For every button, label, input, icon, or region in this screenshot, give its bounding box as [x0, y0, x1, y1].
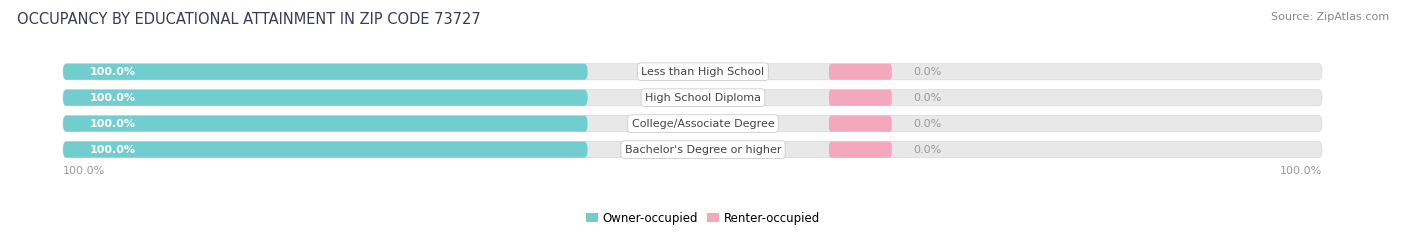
Text: 0.0%: 0.0%: [912, 93, 941, 103]
Text: 0.0%: 0.0%: [912, 145, 941, 155]
Text: 100.0%: 100.0%: [90, 145, 135, 155]
Text: 100.0%: 100.0%: [90, 93, 135, 103]
Text: 0.0%: 0.0%: [912, 67, 941, 77]
Text: College/Associate Degree: College/Associate Degree: [631, 119, 775, 129]
FancyBboxPatch shape: [63, 142, 1322, 158]
Text: Bachelor's Degree or higher: Bachelor's Degree or higher: [624, 145, 782, 155]
FancyBboxPatch shape: [63, 64, 1322, 80]
Text: Source: ZipAtlas.com: Source: ZipAtlas.com: [1271, 12, 1389, 22]
FancyBboxPatch shape: [830, 90, 891, 106]
FancyBboxPatch shape: [63, 116, 588, 132]
FancyBboxPatch shape: [830, 142, 891, 158]
FancyBboxPatch shape: [63, 142, 588, 158]
Text: 100.0%: 100.0%: [90, 67, 135, 77]
FancyBboxPatch shape: [63, 90, 588, 106]
Text: 100.0%: 100.0%: [90, 119, 135, 129]
Text: OCCUPANCY BY EDUCATIONAL ATTAINMENT IN ZIP CODE 73727: OCCUPANCY BY EDUCATIONAL ATTAINMENT IN Z…: [17, 12, 481, 27]
Legend: Owner-occupied, Renter-occupied: Owner-occupied, Renter-occupied: [586, 212, 820, 225]
Text: 0.0%: 0.0%: [912, 119, 941, 129]
FancyBboxPatch shape: [63, 64, 588, 80]
Text: Less than High School: Less than High School: [641, 67, 765, 77]
FancyBboxPatch shape: [63, 90, 1322, 106]
Text: 100.0%: 100.0%: [1279, 166, 1322, 176]
Text: High School Diploma: High School Diploma: [645, 93, 761, 103]
FancyBboxPatch shape: [830, 116, 891, 132]
FancyBboxPatch shape: [63, 116, 1322, 132]
FancyBboxPatch shape: [830, 64, 891, 80]
Text: 100.0%: 100.0%: [63, 166, 105, 176]
